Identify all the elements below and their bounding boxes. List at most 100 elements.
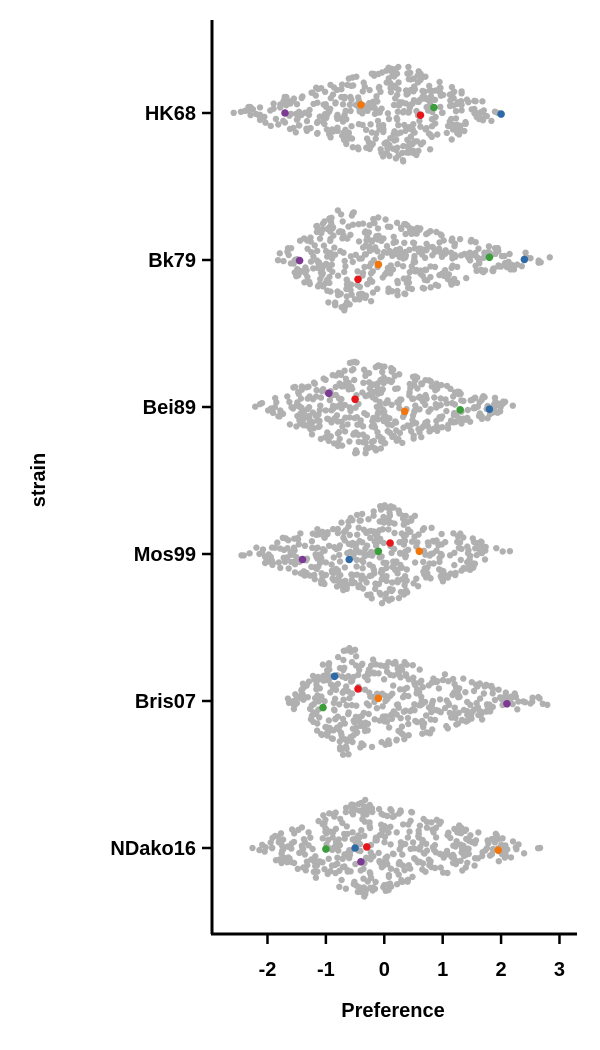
swarm-point xyxy=(301,542,309,549)
swarm-point xyxy=(305,829,312,836)
swarm-point xyxy=(332,391,340,399)
highlight-point xyxy=(400,407,409,416)
swarm-point xyxy=(336,380,343,387)
swarm-point xyxy=(383,663,390,671)
swarm-point xyxy=(392,566,399,574)
swarm-point xyxy=(425,682,432,689)
swarm-point xyxy=(349,221,357,228)
swarm-point xyxy=(396,404,403,412)
swarm-point xyxy=(417,123,424,130)
swarm-point xyxy=(343,683,350,690)
swarm-point xyxy=(440,567,447,575)
swarm-point xyxy=(300,696,307,703)
swarm-point xyxy=(328,419,335,426)
swarm-point xyxy=(288,826,296,833)
swarm-point xyxy=(307,124,314,132)
swarm-point xyxy=(425,542,432,549)
swarm-point xyxy=(409,412,417,419)
swarm-point xyxy=(327,689,334,696)
swarm-point xyxy=(460,842,467,849)
swarm-point xyxy=(489,836,497,843)
highlight-point xyxy=(345,555,354,564)
swarm-point xyxy=(434,131,441,138)
swarm-point xyxy=(268,845,276,852)
swarm-point xyxy=(425,408,432,415)
swarm-point xyxy=(359,244,367,251)
swarm-point xyxy=(311,576,318,583)
swarm-point xyxy=(428,708,435,716)
swarm-point xyxy=(366,669,373,677)
highlight-point xyxy=(357,101,365,109)
swarm-point xyxy=(306,414,313,422)
swarm-point xyxy=(479,98,486,105)
swarm-point xyxy=(450,393,457,400)
swarm-point xyxy=(373,837,380,844)
swarm-point xyxy=(390,545,398,553)
swarm-point xyxy=(328,126,336,133)
swarm-point xyxy=(279,534,286,541)
swarm-point xyxy=(414,539,421,546)
swarm-point xyxy=(409,662,416,669)
swarm-point xyxy=(472,394,479,401)
swarm-point xyxy=(448,264,455,271)
swarm-point xyxy=(478,412,485,420)
swarm-point xyxy=(439,413,446,420)
swarm-point xyxy=(358,572,366,579)
swarm-point xyxy=(422,392,429,400)
swarm-point xyxy=(330,577,338,584)
swarm-point xyxy=(339,218,346,225)
swarm-point xyxy=(360,884,368,891)
swarm-point xyxy=(428,133,435,141)
swarm-point xyxy=(472,837,480,844)
swarm-point xyxy=(305,111,313,119)
swarm-point xyxy=(295,272,302,279)
swarm-point xyxy=(467,701,474,708)
swarm-point xyxy=(315,563,322,570)
highlight-point xyxy=(330,672,339,681)
swarm-point xyxy=(258,399,266,407)
swarm-point xyxy=(388,595,395,602)
swarm-point xyxy=(400,142,407,150)
swarm-point xyxy=(437,573,444,580)
swarm-point xyxy=(307,834,314,841)
swarm-point xyxy=(316,235,324,242)
swarm-point xyxy=(419,526,426,533)
swarm-point xyxy=(362,126,370,133)
swarm-point xyxy=(319,661,327,668)
swarm-point xyxy=(341,537,348,544)
swarm-point xyxy=(372,244,379,251)
swarm-point xyxy=(366,572,373,580)
swarm-point xyxy=(401,867,408,874)
swarm-point xyxy=(397,715,404,722)
swarm-point xyxy=(452,571,459,579)
swarm-point xyxy=(342,263,349,270)
swarm-point xyxy=(353,729,360,737)
swarm-point xyxy=(407,817,414,824)
x-tick-label: 1 xyxy=(437,959,448,981)
swarm-point xyxy=(369,656,377,663)
swarm-point xyxy=(411,129,418,136)
swarm-point xyxy=(412,402,419,409)
swarm-point xyxy=(383,559,390,567)
swarm-point xyxy=(320,812,327,819)
swarm-point xyxy=(379,153,387,160)
swarm-point xyxy=(292,129,299,136)
swarm-point xyxy=(294,399,301,406)
swarm-point xyxy=(471,706,478,713)
swarm-point xyxy=(510,693,517,701)
swarm-point xyxy=(393,437,400,444)
swarm-point xyxy=(359,121,366,129)
swarm-point xyxy=(274,257,282,264)
swarm-point xyxy=(396,846,403,853)
swarm-point xyxy=(412,717,419,725)
swarm-point xyxy=(275,839,282,846)
swarm-point xyxy=(402,230,409,238)
swarm-point xyxy=(298,94,305,102)
swarm-point xyxy=(450,412,458,419)
swarm-point xyxy=(410,149,417,157)
swarm-point xyxy=(460,675,467,682)
swarm-point xyxy=(475,829,482,836)
swarm-point xyxy=(380,379,387,387)
swarm-point xyxy=(330,554,337,561)
swarm-point xyxy=(378,600,386,607)
